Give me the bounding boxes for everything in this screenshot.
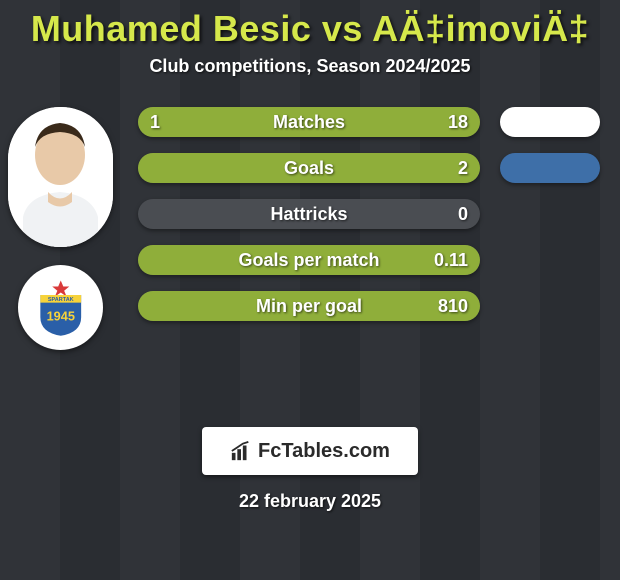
bar-value-right: 2	[458, 158, 468, 179]
stat-bar: Min per goal810	[138, 291, 480, 321]
club-badge: SPARTAK 1945	[18, 265, 103, 350]
page-title: Muhamed Besic vs AÄ‡imoviÄ‡	[0, 0, 620, 50]
stat-bars: 1Matches18 Goals2 Hattricks0 Goals per matc…	[138, 107, 480, 337]
bar-value-right: 0.11	[434, 250, 468, 271]
bar-value-right: 0	[458, 204, 468, 225]
pill-slot	[500, 199, 600, 245]
chart-icon	[230, 440, 252, 462]
date-text: 22 february 2025	[0, 491, 620, 512]
bar-label: Matches	[138, 112, 480, 133]
club-badge-svg: SPARTAK 1945	[31, 278, 91, 338]
pill-slot	[500, 245, 600, 291]
bar-label: Goals per match	[138, 250, 480, 271]
bar-label: Goals	[138, 158, 480, 179]
comparison-pill	[500, 107, 600, 137]
stat-bar: Goals per match0.11	[138, 245, 480, 275]
bar-label: Hattricks	[138, 204, 480, 225]
logo-text: FcTables.com	[258, 440, 390, 463]
bar-value-right: 18	[448, 112, 468, 133]
pill-slot	[500, 153, 600, 199]
subtitle: Club competitions, Season 2024/2025	[0, 56, 620, 77]
bar-value-right: 810	[438, 296, 468, 317]
badge-year: 1945	[46, 308, 74, 323]
logo-box[interactable]: FcTables.com	[202, 427, 418, 475]
stat-bar: 1Matches18	[138, 107, 480, 137]
right-pills	[500, 107, 600, 337]
comparison-card: Muhamed Besic vs AÄ‡imoviÄ‡ Club competi…	[0, 0, 620, 512]
stat-bar: Goals2	[138, 153, 480, 183]
content-area: SPARTAK 1945 1Matches18 Goals2 Hattricks0 G…	[0, 107, 620, 427]
bar-label: Min per goal	[138, 296, 480, 317]
comparison-pill	[500, 153, 600, 183]
player-portrait-svg	[8, 107, 113, 247]
pill-slot	[500, 107, 600, 153]
stat-bar: Hattricks0	[138, 199, 480, 229]
player-column: SPARTAK 1945	[8, 107, 118, 350]
player-portrait	[8, 107, 113, 247]
pill-slot	[500, 291, 600, 337]
badge-label: SPARTAK	[48, 297, 74, 303]
